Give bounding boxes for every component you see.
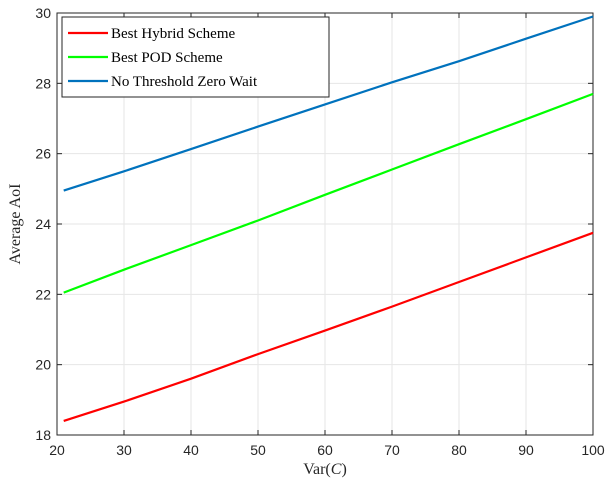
series-line-0 (63, 231, 594, 422)
y-tick-label: 24 (35, 216, 51, 232)
x-tick-label: 20 (49, 442, 65, 458)
series-lines (63, 15, 594, 422)
y-tick-label: 18 (35, 427, 51, 443)
x-tick-label: 100 (581, 442, 605, 458)
y-tick-label: 30 (35, 5, 51, 21)
y-axis-label: Average AoI (7, 184, 24, 265)
series-line-2 (63, 15, 594, 192)
series-line-1 (63, 92, 594, 294)
x-tick-label: 70 (384, 442, 400, 458)
x-tick-label: 30 (116, 442, 132, 458)
x-tick-label: 80 (451, 442, 467, 458)
x-axis-label: Var(C) (303, 461, 347, 478)
x-tick-label: 60 (317, 442, 333, 458)
x-tick-label: 40 (183, 442, 199, 458)
legend-label: No Threshold Zero Wait (111, 74, 258, 90)
y-tick-label: 28 (35, 75, 51, 91)
y-tick-label: 20 (35, 357, 51, 373)
y-tick-label: 26 (35, 146, 51, 162)
x-tick-label: 90 (518, 442, 534, 458)
legend: Best Hybrid Scheme Best POD Scheme No Thre… (61, 16, 330, 98)
legend-label: Best Hybrid Scheme (111, 26, 235, 42)
y-tick-label: 22 (35, 286, 51, 302)
x-tick-label: 50 (250, 442, 266, 458)
legend-label: Best POD Scheme (111, 50, 223, 66)
